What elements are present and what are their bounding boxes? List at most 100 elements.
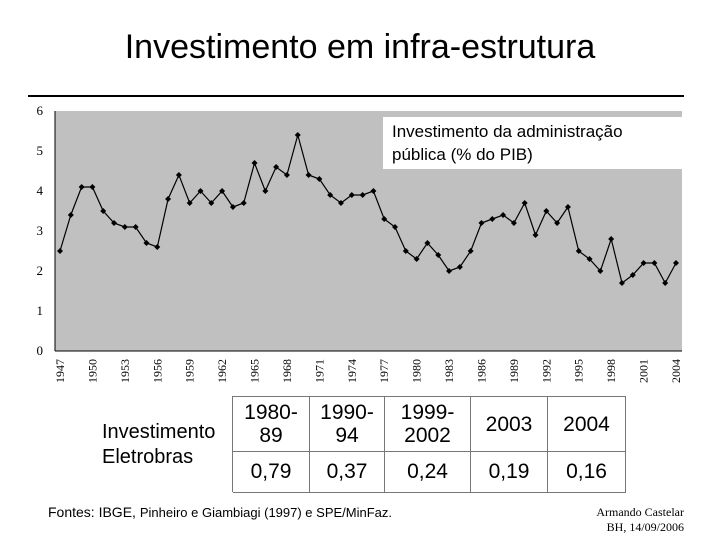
y-tick-label: 4 — [37, 183, 44, 198]
data-point — [413, 256, 420, 262]
x-tick-label: 1995 — [572, 359, 586, 383]
data-point — [532, 232, 539, 238]
legend-text-line1: Investimento da administração — [392, 122, 623, 141]
page-title: Investimento em infra-estrutura — [124, 28, 596, 66]
header-line1: 1999- — [400, 401, 455, 424]
data-point — [651, 260, 658, 266]
y-tick-label: 6 — [37, 103, 44, 118]
data-point — [327, 192, 334, 198]
data-point — [673, 260, 679, 266]
x-tick-label: 1968 — [280, 359, 294, 383]
x-tick-label: 1989 — [507, 359, 521, 383]
x-tick-label: 1965 — [248, 359, 262, 383]
data-point — [262, 188, 269, 194]
x-tick-label: 1974 — [345, 359, 359, 383]
x-tick-label: 1986 — [474, 359, 488, 383]
header-line1: 1990- — [320, 401, 374, 424]
table-header-cell: 1980- 89 — [232, 396, 310, 452]
data-point — [608, 236, 615, 242]
data-point — [100, 208, 107, 214]
data-point — [478, 220, 485, 226]
row-label-line2: Eletrobras — [102, 445, 194, 468]
eletrobras-table: Investimento Eletrobras 1980- 89 1990- 9… — [99, 396, 626, 493]
data-point — [575, 248, 582, 254]
data-point — [597, 268, 604, 274]
chart-legend: Investimento da administração pública (%… — [383, 117, 683, 169]
data-point — [89, 184, 96, 190]
data-point — [510, 220, 517, 226]
data-point — [143, 240, 150, 246]
x-tick-label: 2004 — [669, 359, 683, 383]
legend-text-line2: pública (% do PIB) — [392, 145, 533, 164]
table-header-cell: 2004 — [547, 396, 626, 452]
x-tick-label: 1953 — [118, 359, 132, 383]
title-divider — [28, 95, 684, 97]
sources-prefix: Fontes: IBGE, — [48, 504, 140, 520]
table-header-row: Investimento Eletrobras 1980- 89 1990- 9… — [99, 396, 626, 493]
table-value-cell: 0,24 — [384, 451, 471, 493]
row-label-line1: Investimento — [102, 420, 216, 443]
x-tick-label: 1992 — [539, 359, 553, 383]
table-value-cell: 0,37 — [309, 451, 385, 493]
author-place-date: BH, 14/09/2006 — [606, 520, 684, 534]
x-tick-label: 1959 — [183, 359, 197, 383]
table-value-cell: 0,19 — [470, 451, 548, 493]
sources-rest: Pinheiro e Giambiagi (1997) e SPE/MinFaz… — [139, 505, 393, 520]
y-tick-label: 0 — [37, 343, 44, 358]
data-point — [186, 200, 193, 206]
data-point — [165, 196, 172, 202]
data-point — [305, 172, 312, 178]
table-value-cell: 0,16 — [547, 451, 626, 493]
x-tick-label: 1983 — [442, 359, 456, 383]
data-point — [219, 188, 226, 194]
data-point — [370, 188, 377, 194]
data-point — [316, 176, 323, 182]
data-point — [543, 208, 550, 214]
data-point — [197, 188, 204, 194]
data-point — [67, 212, 74, 218]
data-point — [564, 204, 571, 210]
data-point — [446, 268, 453, 274]
data-point — [359, 192, 366, 198]
y-tick-label: 2 — [37, 263, 44, 278]
data-point — [121, 224, 128, 230]
data-point — [554, 220, 561, 226]
data-point — [521, 200, 528, 206]
data-point — [175, 172, 182, 178]
data-point — [229, 204, 236, 210]
data-point — [132, 224, 139, 230]
data-point — [348, 192, 355, 198]
data-point — [640, 260, 647, 266]
data-point — [273, 164, 280, 170]
header-line1: 2004 — [563, 412, 610, 436]
x-tick-label: 1980 — [410, 359, 424, 383]
table-value-row: 0,79 0,37 0,24 0,19 0,16 — [100, 451, 626, 493]
x-tick-label: 1971 — [312, 359, 326, 383]
sources-note: Fontes: IBGE, Pinheiro e Giambiagi (1997… — [48, 504, 392, 520]
data-point — [240, 200, 247, 206]
data-point — [251, 160, 258, 166]
y-tick-label: 1 — [37, 303, 44, 318]
y-tick-label: 3 — [37, 223, 44, 238]
x-tick-label: 1977 — [377, 359, 391, 383]
data-point — [435, 252, 442, 258]
data-point — [392, 224, 399, 230]
data-point — [489, 216, 496, 222]
data-point — [456, 264, 463, 270]
table-header-cell: 1999- 2002 — [384, 396, 471, 452]
author-credit: Armando Castelar BH, 14/09/2006 — [596, 505, 684, 535]
data-point — [337, 200, 344, 206]
data-point — [629, 272, 636, 278]
table-header-cell: 1990- 94 — [309, 396, 385, 452]
data-point — [78, 184, 85, 190]
header-line2: 94 — [335, 424, 359, 447]
table-value-cell: 0,79 — [232, 451, 310, 493]
data-point — [467, 248, 474, 254]
data-point — [424, 240, 431, 246]
x-tick-label: 1962 — [215, 359, 229, 383]
data-point — [662, 280, 669, 286]
x-tick-label: 1956 — [150, 359, 164, 383]
data-point — [154, 244, 161, 250]
author-name: Armando Castelar — [596, 505, 684, 519]
header-line2: 2002 — [404, 424, 451, 447]
